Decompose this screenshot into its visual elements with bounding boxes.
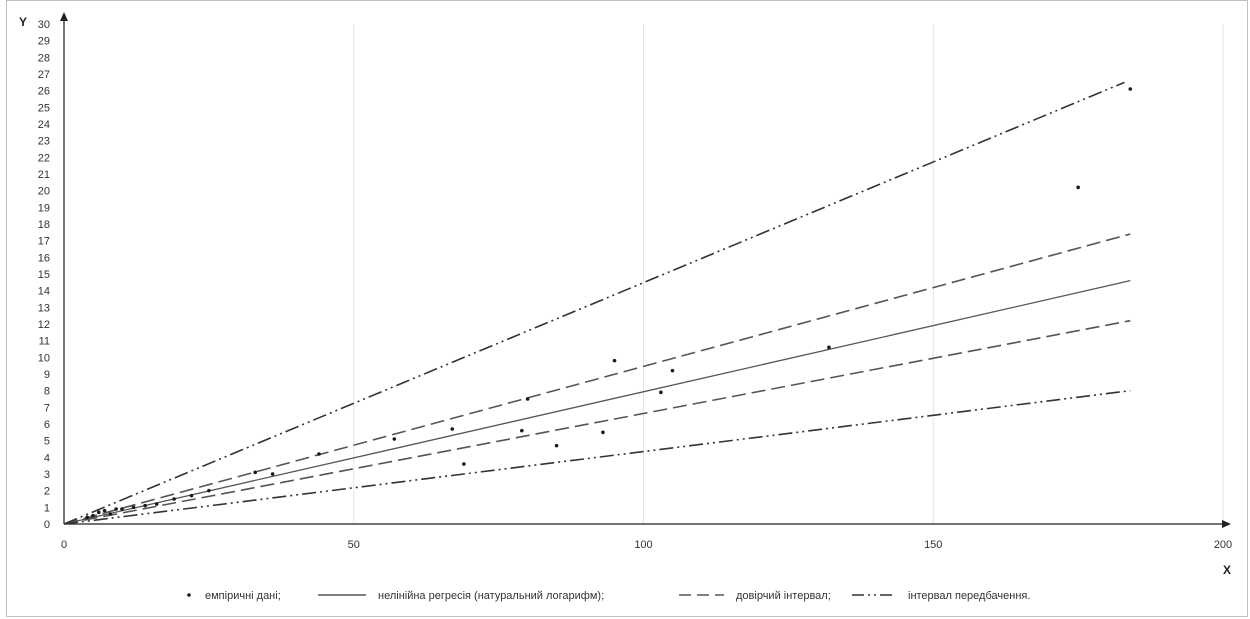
y-tick-label: 22 xyxy=(38,152,50,164)
y-tick-label: 17 xyxy=(38,236,50,248)
y-axis-title: Y xyxy=(19,15,27,29)
axes: 0 50 100 150 2000123456789101112131415161718… xyxy=(19,12,1232,577)
data-point xyxy=(207,488,211,493)
series-3-line-1 xyxy=(63,389,1131,525)
y-tick-label: 18 xyxy=(38,219,50,231)
data-point xyxy=(85,515,89,520)
x-tick-label: 150 xyxy=(924,539,942,551)
y-tick-label: 21 xyxy=(38,169,50,181)
y-tick-label: 29 xyxy=(38,36,50,48)
x-tick-label: 200 xyxy=(1214,539,1232,551)
data-point xyxy=(392,437,397,441)
y-tick-label: 6 xyxy=(44,419,50,431)
y-tick-label: 11 xyxy=(39,336,50,348)
legend-label-3: інтервал передбачення. xyxy=(908,590,1030,602)
legend: емпіричні дані; нелінійна регресія (натур… xyxy=(187,590,1030,602)
y-tick-label: 23 xyxy=(38,136,50,148)
y-tick-label: 13 xyxy=(38,302,50,314)
legend-label-1: нелінійна регресія (натуральний логарифм… xyxy=(378,590,604,602)
data-point xyxy=(601,430,605,435)
y-tick-label: 9 xyxy=(44,369,50,381)
data-point xyxy=(525,397,530,401)
y-tick-label: 8 xyxy=(44,386,50,398)
chart-frame xyxy=(6,0,1248,617)
data-point xyxy=(462,462,466,466)
data-point xyxy=(102,508,107,513)
series-1-line-0 xyxy=(63,280,1131,525)
data-point xyxy=(612,358,617,363)
data-point xyxy=(172,497,176,501)
y-tick-label: 3 xyxy=(44,469,50,481)
y-tick-label: 16 xyxy=(38,252,50,264)
y-tick-label: 30 xyxy=(38,19,50,31)
y-tick-label: 19 xyxy=(38,202,50,214)
y-tick-label: 4 xyxy=(44,452,50,464)
legend-label-0: емпіричні дані; xyxy=(205,590,281,602)
series-2-line-0 xyxy=(63,233,1131,525)
data-point xyxy=(120,507,124,511)
data-point xyxy=(270,472,275,476)
y-tick-label: 26 xyxy=(38,86,50,98)
y-tick-label: 27 xyxy=(38,69,50,81)
data-point xyxy=(253,470,258,475)
data-point xyxy=(91,513,95,518)
data-point xyxy=(189,493,194,498)
legend-marker-point xyxy=(187,593,191,597)
data-point xyxy=(450,427,455,431)
y-tick-label: 5 xyxy=(44,436,50,448)
series-2-line-1 xyxy=(63,319,1131,525)
data-point xyxy=(520,428,524,433)
y-tick-label: 25 xyxy=(38,102,50,114)
y-tick-label: 1 xyxy=(44,502,50,514)
x-axis-arrow-icon xyxy=(1222,520,1231,528)
series xyxy=(63,81,1133,525)
legend-label-2: довірчий інтервал; xyxy=(736,590,831,602)
data-point xyxy=(670,368,675,373)
series-3-line-0 xyxy=(63,81,1125,525)
data-point xyxy=(114,507,118,511)
data-point xyxy=(143,503,147,508)
y-tick-label: 14 xyxy=(38,286,50,298)
data-point xyxy=(659,390,663,395)
data-point xyxy=(317,452,321,456)
y-tick-label: 20 xyxy=(38,186,50,198)
x-tick-label: 100 xyxy=(634,539,652,551)
y-tick-label: 7 xyxy=(44,402,50,414)
x-tick-label: 50 xyxy=(348,539,360,551)
data-point xyxy=(1076,185,1080,190)
y-axis-arrow-icon xyxy=(60,12,68,21)
data-point xyxy=(827,345,831,350)
y-tick-label: 2 xyxy=(44,486,50,498)
y-tick-label: 28 xyxy=(38,52,50,64)
data-point xyxy=(108,512,113,516)
data-point xyxy=(1128,87,1133,91)
x-tick-label: 0 xyxy=(61,539,67,551)
data-point xyxy=(154,502,159,506)
grid xyxy=(353,24,1224,524)
y-tick-label: 10 xyxy=(38,352,50,364)
y-tick-label: 12 xyxy=(38,319,50,331)
data-point xyxy=(96,510,101,515)
data-point xyxy=(554,443,559,448)
data-point xyxy=(131,505,136,510)
x-axis-title: X xyxy=(1223,563,1231,577)
y-tick-label: 24 xyxy=(38,119,50,131)
y-tick-label: 0 xyxy=(44,519,50,531)
y-tick-label: 15 xyxy=(38,269,50,281)
